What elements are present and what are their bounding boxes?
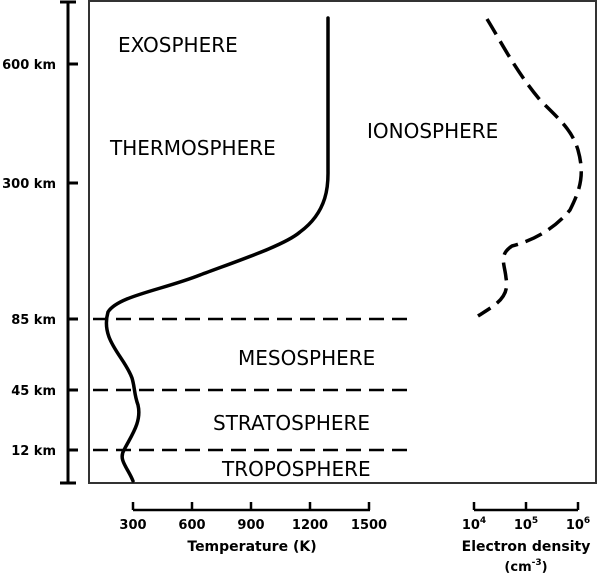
altitude-label-85: 85 km: [11, 313, 56, 328]
diagram-frame: [88, 0, 597, 484]
density-axis-title: Electron density: [462, 539, 591, 555]
thermosphere-label: THERMOSPHERE: [109, 136, 276, 160]
mesosphere-label: MESOSPHERE: [238, 346, 375, 370]
temperature-tick-label: 900: [237, 518, 264, 533]
temperature-tick-label: 1500: [351, 518, 387, 533]
density-tick-label: 104: [462, 516, 486, 533]
temperature-tick-label: 300: [119, 518, 146, 533]
altitude-label-12: 12 km: [11, 444, 56, 459]
altitude-label-300: 300 km: [2, 177, 56, 192]
altitude-label-600: 600 km: [2, 58, 56, 73]
exosphere-label: EXOSPHERE: [118, 33, 238, 57]
density-tick-label: 105: [514, 516, 538, 533]
temperature-curve: [104, 16, 330, 483]
density-axis-unit: (cm-3): [504, 558, 547, 575]
ionosphere-label: IONOSPHERE: [367, 119, 498, 143]
stratosphere-label: STRATOSPHERE: [213, 411, 370, 435]
temperature-tick-label: 600: [178, 518, 205, 533]
troposphere-label: TROPOSPHERE: [221, 457, 371, 481]
altitude-label-45: 45 km: [11, 384, 56, 399]
temperature-tick-label: 1200: [292, 518, 328, 533]
density-tick-label: 106: [566, 516, 590, 533]
temperature-axis-title: Temperature (K): [187, 539, 316, 555]
electron-density-curve: [477, 18, 584, 318]
